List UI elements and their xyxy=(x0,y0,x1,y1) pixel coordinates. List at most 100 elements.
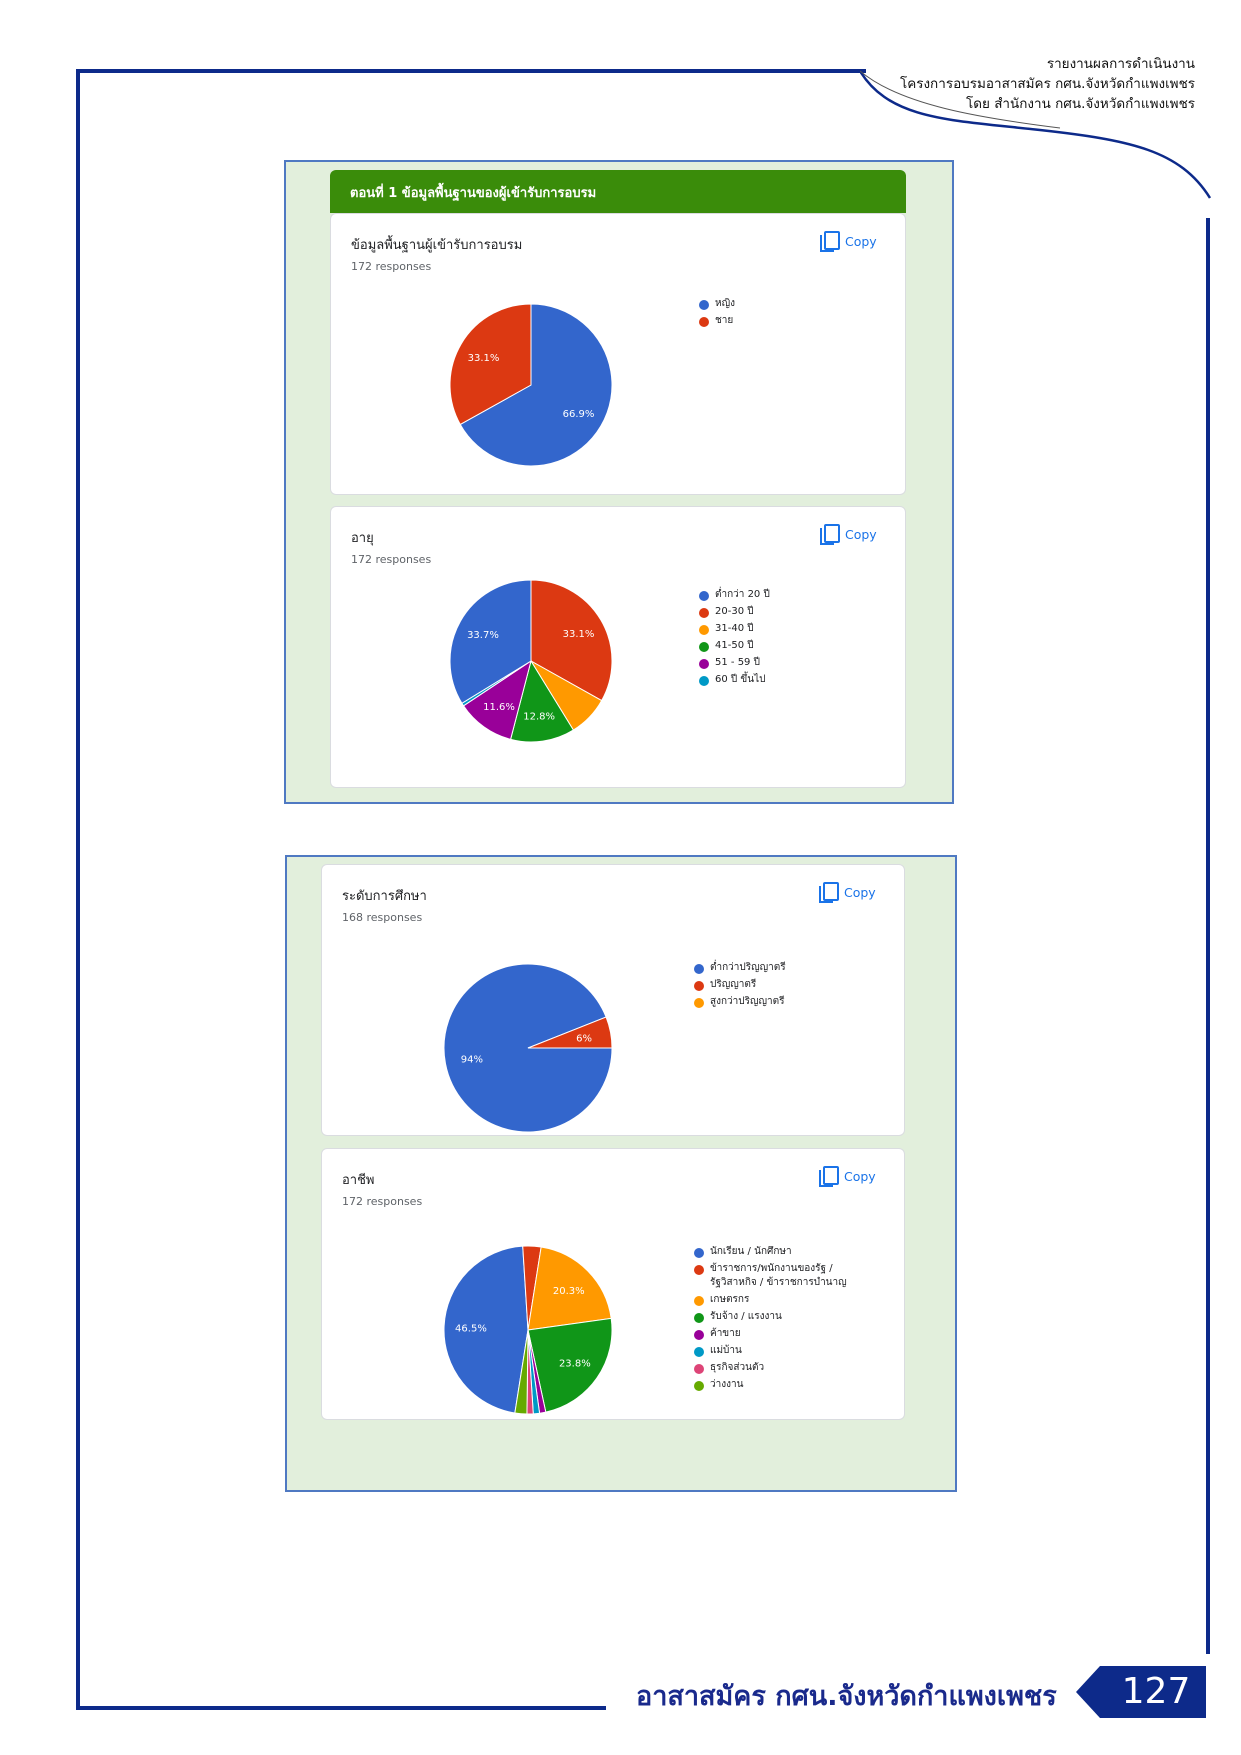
header-line-2: โครงการอบรมอาสาสมัคร กศน.จังหวัดกำแพงเพช… xyxy=(899,76,1195,92)
footer-title: อาสาสมัคร กศน.จังหวัดกำแพงเพชร xyxy=(636,1681,1057,1712)
legend-swatch xyxy=(694,1296,704,1306)
legend-item[interactable]: ต่ำกว่า 20 ปี xyxy=(699,587,770,604)
legend-education: ต่ำกว่าปริญญาตรีปริญญาตรีสูงกว่าปริญญาตร… xyxy=(694,960,786,1011)
copy-button[interactable]: Copy xyxy=(819,523,877,545)
legend-label: 51 - 59 ปี xyxy=(715,657,760,668)
chart-card-gender: ข้อมูลพื้นฐานผู้เข้ารับการอบรม 172 respo… xyxy=(330,213,906,495)
legend-item[interactable]: สูงกว่าปริญญาตรี xyxy=(694,994,786,1011)
card-title: ระดับการศึกษา xyxy=(342,889,427,904)
legend-swatch xyxy=(699,300,709,310)
legend-label: 31-40 ปี xyxy=(715,623,754,634)
response-count: 172 responses xyxy=(342,1195,423,1208)
page-number: 127 xyxy=(1121,1671,1191,1712)
legend-swatch xyxy=(699,317,709,327)
slice-percent-label: 20.3% xyxy=(553,1286,585,1297)
survey-screenshot-2: ระดับการศึกษา 168 responses Copy 94% 6% ต… xyxy=(285,855,957,1492)
legend-item[interactable]: 31-40 ปี xyxy=(699,621,770,638)
legend-label: ค้าขาย xyxy=(710,1328,741,1339)
legend-label: หญิง xyxy=(715,298,735,309)
pie-slice xyxy=(527,1317,613,1413)
legend-swatch xyxy=(694,1364,704,1374)
copy-label: Copy xyxy=(844,1168,876,1184)
frame-left-rule xyxy=(76,69,80,1709)
slice-percent-label: 12.8% xyxy=(523,711,555,722)
legend-label: 60 ปี ขึ้นไป xyxy=(715,674,766,685)
copy-label: Copy xyxy=(845,526,877,542)
legend-label: แม่บ้าน xyxy=(710,1345,742,1356)
copy-button[interactable]: Copy xyxy=(819,230,877,252)
pie-slice xyxy=(449,303,532,426)
pie-chart-gender: 66.9% 33.1% xyxy=(449,303,613,467)
response-count: 172 responses xyxy=(351,260,432,273)
legend-gender: หญิงชาย xyxy=(699,296,735,330)
legend-item[interactable]: ว่างงาน xyxy=(694,1377,847,1394)
legend-item[interactable]: 41-50 ปี xyxy=(699,638,770,655)
legend-age: ต่ำกว่า 20 ปี 20-30 ปี 31-40 ปี 41-50 ปี 51 … xyxy=(699,587,770,689)
copy-icon xyxy=(818,881,839,903)
slice-percent-label: 94% xyxy=(461,1055,483,1066)
legend-item[interactable]: ต่ำกว่าปริญญาตรี xyxy=(694,960,786,977)
legend-item[interactable]: ธุรกิจส่วนตัว xyxy=(694,1360,847,1377)
card-title: อาชีพ xyxy=(342,1173,375,1188)
copy-button[interactable]: Copy xyxy=(818,881,876,903)
legend-label: ปริญญาตรี xyxy=(710,979,757,990)
legend-item[interactable]: ชาย xyxy=(699,313,735,330)
copy-icon xyxy=(818,1165,839,1187)
header-line-3: โดย สำนักงาน กศน.จังหวัดกำแพงเพชร xyxy=(965,96,1195,112)
legend-item[interactable]: หญิง xyxy=(699,296,735,313)
legend-swatch xyxy=(694,1381,704,1391)
legend-label: ต่ำกว่า 20 ปี xyxy=(715,589,770,600)
legend-item[interactable]: แม่บ้าน xyxy=(694,1343,847,1360)
pie-slice xyxy=(443,1245,529,1414)
legend-label: ข้าราชการ/พนักงานของรัฐ / รัฐวิสาหกิจ / … xyxy=(710,1263,847,1288)
legend-label: เกษตรกร xyxy=(710,1294,750,1305)
legend-label: นักเรียน / นักศึกษา xyxy=(710,1246,792,1257)
pie-slice xyxy=(527,1246,612,1331)
pie-slice xyxy=(514,1329,529,1415)
legend-item[interactable]: รับจ้าง / แรงงาน xyxy=(694,1309,847,1326)
pie-slice xyxy=(449,579,532,704)
legend-swatch xyxy=(694,1330,704,1340)
slice-percent-label: 33.1% xyxy=(563,629,595,640)
chart-card-age: อายุ 172 responses Copy 33.1% 12.8% 11.6% 3… xyxy=(330,506,906,788)
legend-swatch xyxy=(699,659,709,669)
copy-button[interactable]: Copy xyxy=(818,1165,876,1187)
legend-item[interactable]: เกษตรกร xyxy=(694,1292,847,1309)
frame-right-rule xyxy=(1206,218,1210,1654)
pie-slice xyxy=(509,659,575,743)
legend-item[interactable]: ปริญญาตรี xyxy=(694,977,786,994)
slice-percent-label: 66.9% xyxy=(563,409,595,420)
pie-chart-age: 33.1% 12.8% 11.6% 33.7% xyxy=(449,579,613,743)
copy-icon xyxy=(819,230,840,252)
response-count: 172 responses xyxy=(351,553,432,566)
slice-percent-label: 6% xyxy=(576,1033,592,1044)
legend-item[interactable]: 20-30 ปี xyxy=(699,604,770,621)
slice-percent-label: 33.1% xyxy=(468,353,500,364)
legend-label: รับจ้าง / แรงงาน xyxy=(710,1311,782,1322)
legend-item[interactable]: ข้าราชการ/พนักงานของรัฐ / รัฐวิสาหกิจ / … xyxy=(694,1261,847,1292)
pie-chart-education: 94% 6% xyxy=(443,963,613,1133)
legend-swatch xyxy=(699,608,709,618)
legend-label: ชาย xyxy=(715,315,734,326)
legend-swatch xyxy=(694,1313,704,1323)
legend-swatch xyxy=(694,1265,704,1275)
page-number-tab xyxy=(1076,1666,1206,1718)
card-title: ข้อมูลพื้นฐานผู้เข้ารับการอบรม xyxy=(351,238,523,253)
pie-slice xyxy=(459,303,613,467)
legend-occupation: นักเรียน / นักศึกษาข้าราชการ/พนักงานของร… xyxy=(694,1244,847,1394)
legend-item[interactable]: 60 ปี ขึ้นไป xyxy=(699,672,770,689)
legend-swatch xyxy=(699,591,709,601)
legend-swatch xyxy=(699,676,709,686)
chart-card-occupation: อาชีพ 172 responses Copy 46.5% 20.3% 23.8%… xyxy=(321,1148,905,1420)
survey-screenshot-1: ตอนที่ 1 ข้อมูลพื้นฐานของผู้เข้ารับการอบ… xyxy=(284,160,954,804)
legend-item[interactable]: นักเรียน / นักศึกษา xyxy=(694,1244,847,1261)
header-line-1: รายงานผลการดำเนินงาน xyxy=(1046,56,1195,72)
slice-percent-label: 11.6% xyxy=(483,702,515,713)
legend-swatch xyxy=(694,964,704,974)
legend-item[interactable]: 51 - 59 ปี xyxy=(699,655,770,672)
legend-label: ว่างงาน xyxy=(710,1379,744,1390)
legend-swatch xyxy=(699,642,709,652)
legend-label: สูงกว่าปริญญาตรี xyxy=(710,996,785,1007)
legend-item[interactable]: ค้าขาย xyxy=(694,1326,847,1343)
pie-slice xyxy=(527,1016,613,1049)
